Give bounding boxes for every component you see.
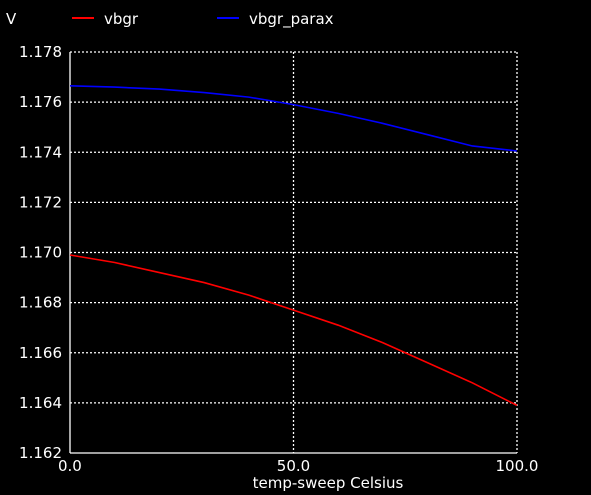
y-tick-label: 1.162 <box>19 444 62 462</box>
y-tick-label: 1.168 <box>19 294 62 312</box>
x-tick-label: 100.0 <box>496 457 539 475</box>
y-tick-label: 1.178 <box>19 43 62 61</box>
series-lines <box>69 85 518 407</box>
legend: vbgr vbgr_parax <box>72 10 334 29</box>
series-line-vbgr <box>69 254 518 407</box>
plot-frame <box>69 52 517 454</box>
y-tick-labels: 1.178 1.176 1.174 1.172 1.170 1.168 1.166 1.164… <box>19 43 62 462</box>
legend-item: vbgr_parax <box>217 10 334 29</box>
x-tick-label: 0.0 <box>58 457 82 475</box>
x-axis-label: temp-sweep Celsius <box>253 474 404 492</box>
x-tick-labels: 0.0 50.0 100.0 <box>58 457 538 475</box>
y-tick-label: 1.164 <box>19 394 62 412</box>
y-tick-label: 1.176 <box>19 93 62 111</box>
y-axis-label: V <box>6 10 17 28</box>
grid <box>70 51 518 453</box>
y-tick-label: 1.166 <box>19 344 62 362</box>
legend-item: vbgr <box>72 10 139 28</box>
legend-label: vbgr_parax <box>249 10 334 29</box>
y-tick-label: 1.170 <box>19 244 62 262</box>
x-tick-label: 50.0 <box>277 457 310 475</box>
legend-label: vbgr <box>104 10 139 28</box>
y-tick-label: 1.172 <box>19 193 62 211</box>
series-line-vbgr-parax <box>69 85 518 152</box>
y-tick-label: 1.174 <box>19 143 62 161</box>
